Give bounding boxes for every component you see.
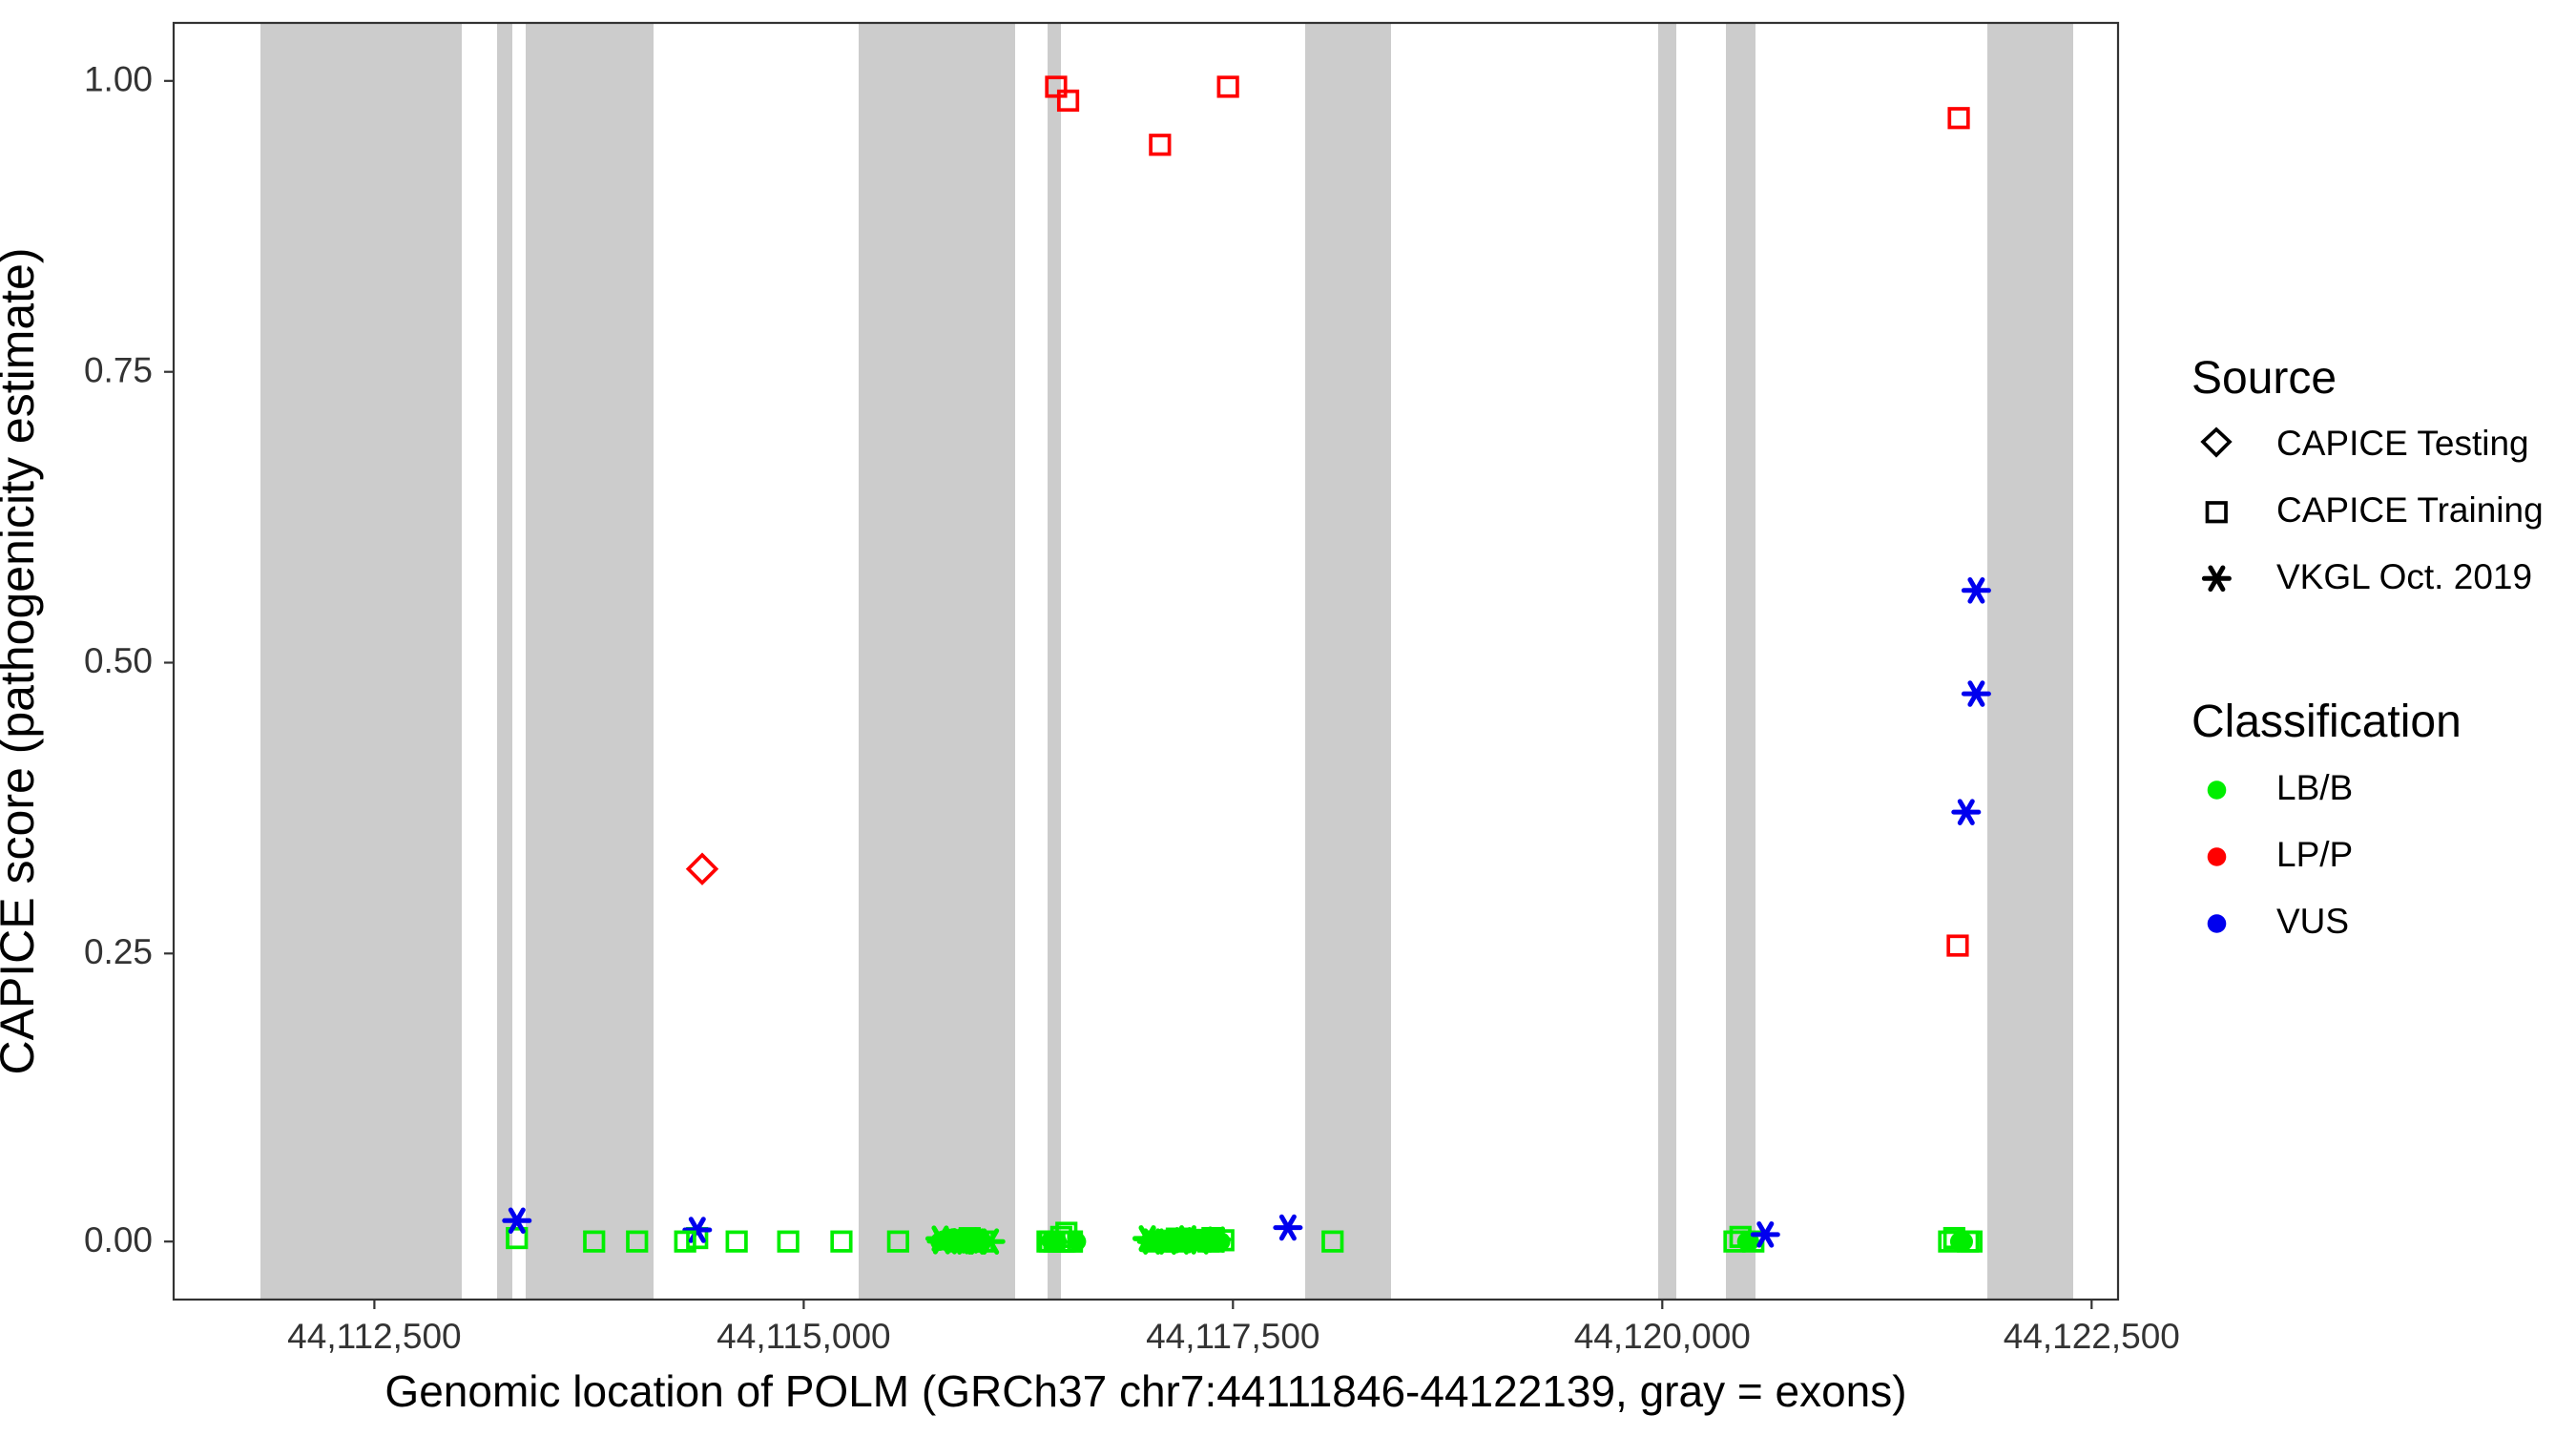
svg-text:0.25: 0.25 xyxy=(84,932,153,971)
svg-text:0.00: 0.00 xyxy=(84,1220,153,1259)
svg-text:Source: Source xyxy=(2192,353,2337,404)
svg-text:Genomic location of POLM (GRCh: Genomic location of POLM (GRCh37 chr7:44… xyxy=(384,1366,1906,1416)
svg-text:1.00: 1.00 xyxy=(84,60,153,99)
svg-text:VKGL Oct. 2019: VKGL Oct. 2019 xyxy=(2276,557,2532,596)
svg-text:0.75: 0.75 xyxy=(84,350,153,389)
svg-text:LB/B: LB/B xyxy=(2276,768,2353,807)
svg-text:44,112,500: 44,112,500 xyxy=(287,1317,461,1356)
svg-text:VUS: VUS xyxy=(2276,902,2349,941)
svg-text:44,115,000: 44,115,000 xyxy=(717,1317,890,1356)
svg-text:44,117,500: 44,117,500 xyxy=(1146,1317,1319,1356)
svg-text:LP/P: LP/P xyxy=(2276,835,2353,874)
svg-text:0.50: 0.50 xyxy=(84,641,153,680)
svg-text:CAPICE score (pathogenicity es: CAPICE score (pathogenicity estimate) xyxy=(0,247,44,1074)
svg-text:Classification: Classification xyxy=(2192,697,2462,747)
svg-text:44,120,000: 44,120,000 xyxy=(1574,1317,1751,1356)
svg-text:CAPICE Training: CAPICE Training xyxy=(2276,490,2544,530)
svg-text:44,122,500: 44,122,500 xyxy=(2004,1317,2180,1356)
svg-text:CAPICE Testing: CAPICE Testing xyxy=(2276,424,2529,463)
